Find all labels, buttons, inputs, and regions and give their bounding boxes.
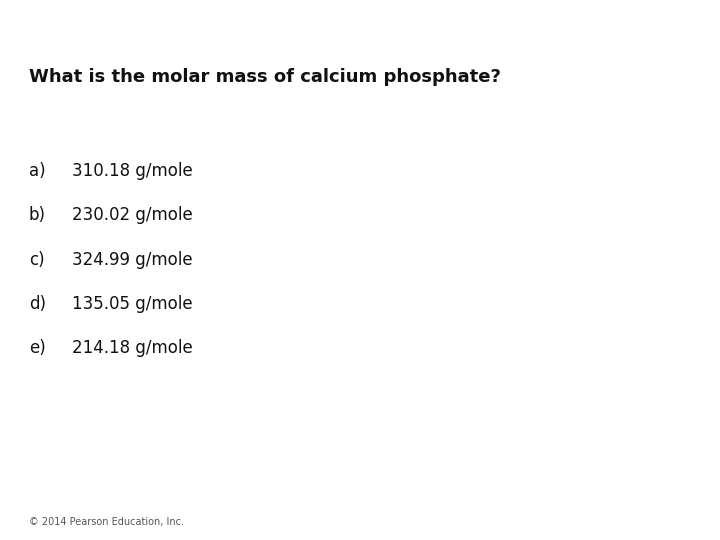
Text: What is the molar mass of calcium phosphate?: What is the molar mass of calcium phosph… <box>29 68 500 85</box>
Text: a): a) <box>29 162 45 180</box>
Text: e): e) <box>29 339 45 357</box>
Text: 135.05 g/mole: 135.05 g/mole <box>72 295 193 313</box>
Text: © 2014 Pearson Education, Inc.: © 2014 Pearson Education, Inc. <box>29 516 184 526</box>
Text: d): d) <box>29 295 46 313</box>
Text: 310.18 g/mole: 310.18 g/mole <box>72 162 193 180</box>
Text: 230.02 g/mole: 230.02 g/mole <box>72 206 193 224</box>
Text: b): b) <box>29 206 46 224</box>
Text: 324.99 g/mole: 324.99 g/mole <box>72 251 193 268</box>
Text: 214.18 g/mole: 214.18 g/mole <box>72 339 193 357</box>
Text: c): c) <box>29 251 45 268</box>
